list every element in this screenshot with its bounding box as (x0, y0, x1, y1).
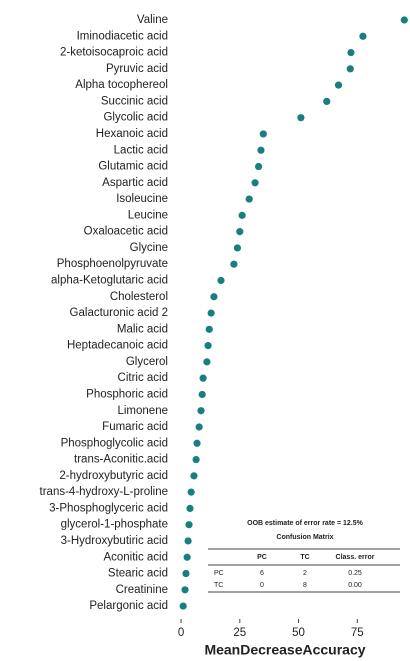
dot (347, 48, 355, 57)
y-tick-label: Iminodiacetic acid (77, 30, 168, 42)
y-tick-label: Glycine (130, 242, 168, 254)
y-tick-label: 2-hydroxybutyric acid (59, 470, 168, 482)
inset-header: Class. error (336, 554, 375, 561)
y-tick-label: alpha-Ketoglutaric acid (51, 275, 168, 287)
y-tick-label: trans-Aconitic.acid (74, 454, 168, 466)
dot (179, 602, 187, 610)
dot (210, 293, 218, 301)
y-tick-label: Malic acid (117, 323, 168, 335)
dot (182, 569, 190, 578)
y-tick-label: trans-4-hydroxy-L-proline (40, 486, 168, 498)
dot (195, 423, 203, 431)
y-tick-label: Glycolic acid (103, 112, 168, 124)
y-tick-label: Heptadecanoic acid (67, 340, 168, 352)
y-tick-label: Phosphoenolpyruvate (57, 258, 168, 270)
y-tick-label: Galacturonic acid 2 (70, 307, 168, 319)
dot (186, 504, 194, 512)
dot (204, 342, 212, 350)
dot (198, 390, 206, 399)
inset-cell: 0.00 (348, 582, 362, 589)
dot (217, 276, 225, 285)
x-tick-label: 50 (292, 627, 305, 639)
y-tick-label: Aspartic acid (102, 177, 168, 189)
inset-subtitle: Confusion Matrix (276, 534, 333, 541)
x-axis-label: MeanDecreaseAccuracy (204, 642, 365, 658)
y-tick-label: Fumaric acid (102, 421, 168, 433)
dot (183, 553, 191, 561)
y-tick-label: Phosphoglycolic acid (61, 437, 168, 449)
y-tick-label: Glutamic acid (98, 161, 168, 173)
dot (207, 309, 215, 317)
y-tick-label: Lactic acid (114, 144, 168, 156)
y-tick-label: Succinic acid (101, 95, 168, 107)
dot (185, 521, 193, 529)
y-tick-label: 3-Phosphoglyceric acid (49, 502, 168, 514)
dot (203, 358, 211, 366)
y-tick-label: Alpha tocophereol (75, 79, 168, 91)
dot (205, 325, 213, 333)
dot (334, 81, 343, 89)
dot (251, 179, 259, 187)
dot (190, 472, 198, 480)
inset-cell: 6 (260, 570, 264, 577)
dot (184, 537, 192, 545)
dot (192, 455, 200, 464)
y-tick-label: glycerol-1-phosphate (61, 519, 168, 531)
y-tick-label: Oxaloacetic acid (84, 226, 168, 238)
dot (323, 97, 331, 105)
dot (199, 374, 207, 382)
dot (187, 488, 195, 496)
dot (257, 146, 265, 154)
dot (359, 32, 367, 40)
y-tick-label: Valine (137, 14, 168, 26)
y-tick-label: Hexanoic acid (96, 128, 168, 140)
inset-cell: 0 (260, 582, 264, 589)
dot (255, 162, 263, 171)
dot (238, 211, 246, 219)
inset-cell: 8 (303, 582, 307, 589)
dot (245, 195, 253, 203)
dot (181, 586, 189, 594)
y-tick-label: Creatinine (116, 584, 168, 596)
dot (233, 244, 242, 252)
y-tick-label: Limonene (117, 405, 168, 417)
x-tick-label: 0 (178, 627, 184, 639)
dot (197, 407, 205, 415)
y-tick-label: Stearic acid (108, 568, 168, 580)
y-tick-label: Pelargonic acid (89, 600, 168, 612)
dot (259, 130, 267, 138)
dot (400, 16, 408, 24)
inset-cell: TC (214, 582, 223, 589)
y-tick-label: 2-ketoisocaproic acid (60, 47, 168, 59)
x-tick-label: 75 (351, 627, 364, 639)
inset-cell: 0.25 (348, 570, 362, 577)
inset-header: TC (300, 554, 309, 561)
dot (297, 114, 305, 122)
y-tick-label: Isoleucine (116, 193, 168, 205)
dot (230, 260, 238, 268)
inset-cell: 2 (303, 570, 307, 577)
y-tick-label: Pyruvic acid (106, 63, 168, 75)
y-tick-label: 3-Hydroxybutiric acid (61, 535, 168, 547)
dot (346, 65, 354, 73)
dot (236, 228, 244, 236)
inset-title: OOB estimate of error rate = 12.5% (247, 520, 364, 527)
x-tick-label: 25 (233, 627, 246, 639)
y-tick-label: Leucine (128, 209, 168, 221)
inset-cell: PC (214, 570, 224, 577)
y-tick-label: Phosphoric acid (86, 388, 168, 400)
dot (193, 439, 201, 447)
y-tick-label: Citric acid (118, 372, 168, 384)
y-tick-label: Glycerol (126, 356, 168, 368)
y-tick-label: Cholesterol (110, 291, 168, 303)
inset-header: PC (257, 554, 267, 561)
y-tick-label: Aconitic acid (103, 551, 168, 563)
